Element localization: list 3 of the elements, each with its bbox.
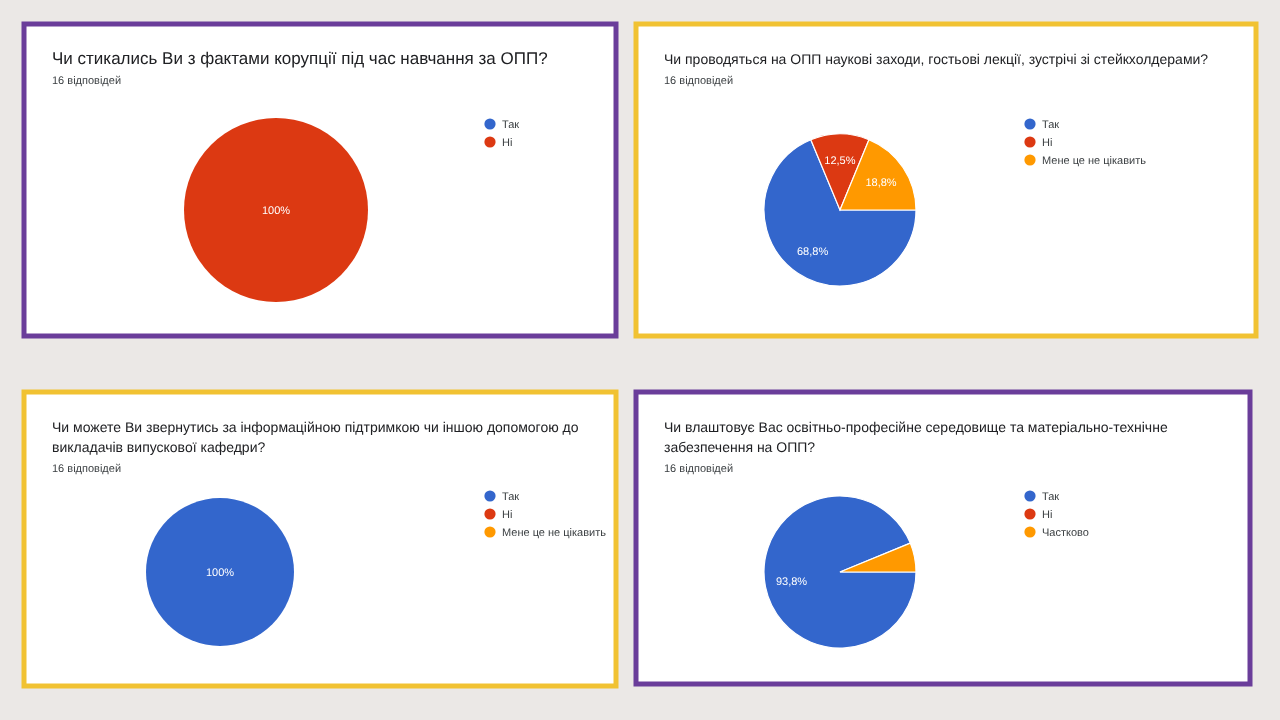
- pie-slice: [763, 495, 917, 649]
- chart-title: Чи стикались Ви з фактами корупції під час навчання за ОПП?: [52, 48, 549, 68]
- pie-slice: [763, 139, 917, 287]
